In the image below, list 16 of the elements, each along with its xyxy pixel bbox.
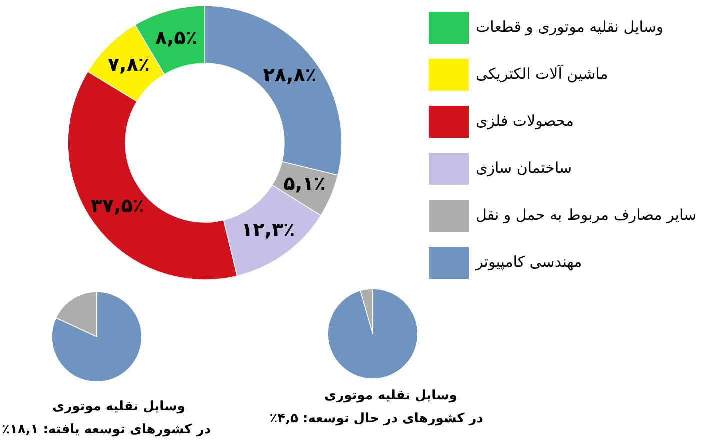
value-label: ۳۷,۵٪ [90, 195, 144, 218]
legend-label: ماشین آلات الکتریکی [476, 65, 608, 84]
legend-label: محصولات فلزی [476, 112, 574, 130]
subtitle: در کشورهای توسعه یافته: ۱۸,۱٪ [2, 422, 211, 438]
legend-label: ساختمان سازی [476, 159, 572, 178]
value-label: ۱۲,۳٪ [242, 218, 296, 241]
value-label: ۲۸,۸٪ [263, 64, 317, 86]
legend-label: وسایل نقلیه موتوری و قطعات [476, 18, 664, 36]
title: وسایل نقلیه موتوری [52, 400, 186, 415]
subtitle: در کشورهای در حال توسعه: ۴,۵٪ [270, 412, 484, 427]
value-label: ۷,۸٪ [108, 54, 150, 76]
value-label: ۸,۵٪ [155, 26, 198, 49]
value-label: ۵,۱٪ [284, 173, 326, 196]
title: وسایل نقلیه موتوری [324, 388, 458, 404]
legend-label: سایر مصارف مربوط به حمل و نقل [476, 206, 697, 224]
legend-label: مهندسی کامپیوتر [476, 253, 582, 272]
